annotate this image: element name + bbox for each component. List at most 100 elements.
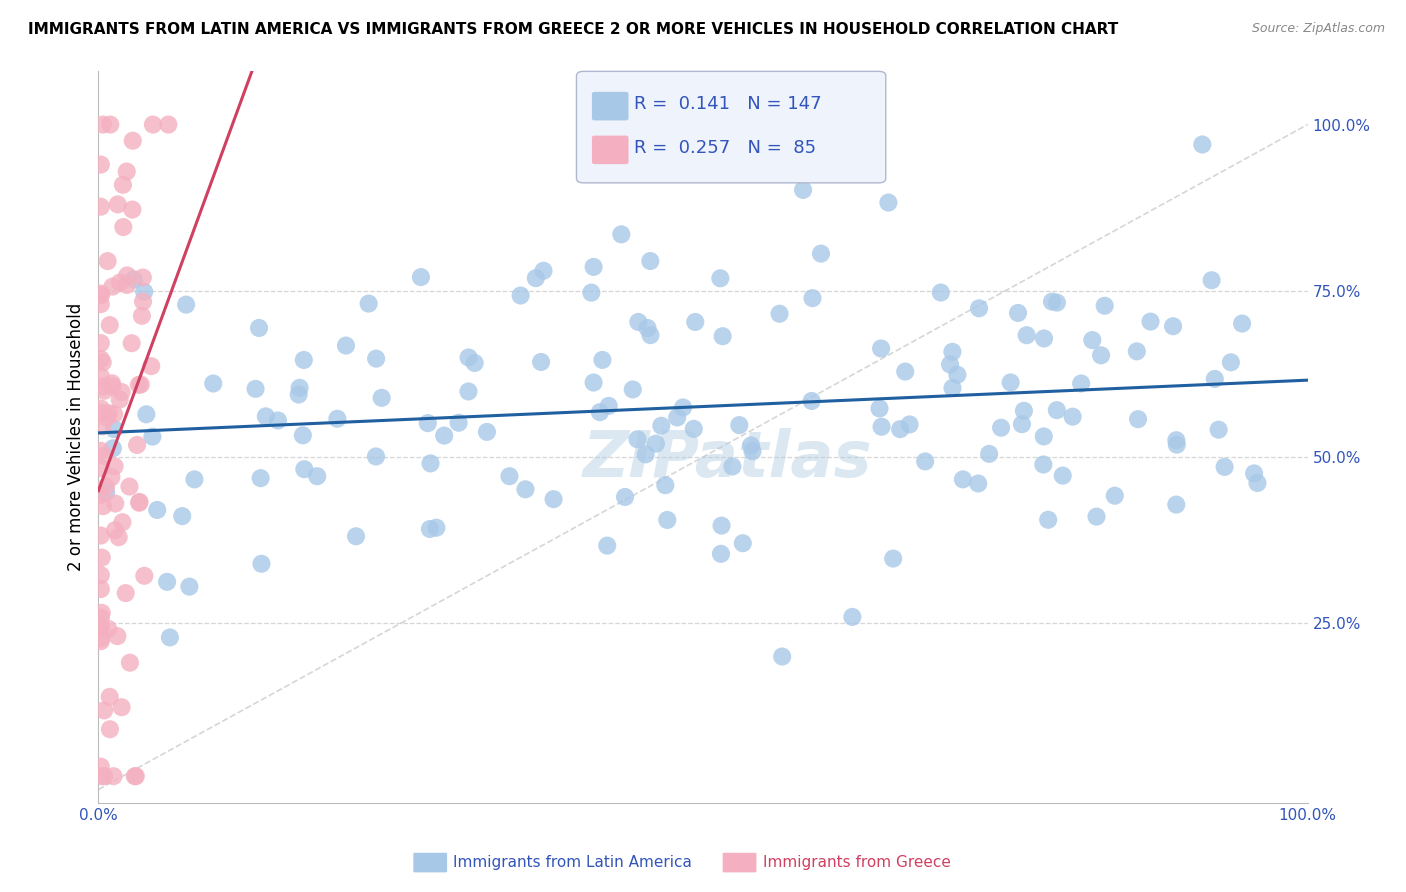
Point	[91, 499, 114, 513]
Point	[447, 416, 470, 430]
Point	[645, 436, 668, 450]
Point	[112, 220, 135, 235]
Point	[740, 438, 762, 452]
Point	[475, 425, 498, 439]
Point	[1166, 498, 1188, 512]
Point	[589, 405, 612, 419]
Point	[90, 606, 112, 620]
Point	[91, 419, 114, 434]
Point	[870, 342, 893, 356]
Point	[768, 307, 790, 321]
Point	[1230, 317, 1253, 331]
Point	[292, 353, 315, 368]
Point	[111, 178, 134, 192]
Point	[156, 574, 179, 589]
Point	[1032, 458, 1054, 472]
Point	[90, 288, 112, 302]
Point	[344, 529, 367, 543]
Point	[249, 471, 271, 485]
Point	[90, 461, 112, 475]
Point	[929, 285, 952, 300]
Point	[1070, 376, 1092, 391]
Point	[409, 270, 432, 285]
Point	[105, 629, 128, 643]
Point	[128, 377, 150, 392]
Point	[464, 356, 486, 370]
Point	[291, 428, 314, 442]
Point	[419, 522, 441, 536]
Point	[135, 407, 157, 421]
Point	[614, 490, 637, 504]
Point	[457, 384, 479, 399]
Point	[90, 634, 112, 648]
Point	[914, 454, 936, 468]
Point	[366, 351, 388, 366]
Point	[967, 301, 990, 316]
Point	[1090, 348, 1112, 362]
Point	[1033, 331, 1056, 345]
Point	[941, 344, 963, 359]
Point	[877, 195, 900, 210]
Point	[582, 260, 605, 274]
Point	[515, 483, 537, 497]
Point	[710, 518, 733, 533]
Point	[159, 631, 181, 645]
Point	[1081, 333, 1104, 347]
Point	[509, 288, 531, 302]
Point	[132, 270, 155, 285]
Point	[108, 276, 131, 290]
Point	[596, 539, 619, 553]
Point	[1191, 137, 1213, 152]
Point	[125, 438, 148, 452]
Point	[1246, 475, 1268, 490]
Point	[543, 492, 565, 507]
Point	[103, 769, 125, 783]
Point	[101, 442, 124, 456]
Point	[610, 227, 633, 242]
Point	[91, 118, 114, 132]
Point	[107, 197, 129, 211]
Point	[254, 409, 277, 424]
Point	[128, 495, 150, 509]
Point	[90, 297, 112, 311]
Point	[741, 444, 763, 458]
Point	[307, 469, 329, 483]
Point	[524, 271, 547, 285]
Point	[103, 407, 125, 421]
Point	[640, 254, 662, 268]
Point	[267, 413, 290, 427]
Point	[97, 622, 120, 636]
Point	[90, 610, 112, 624]
Point	[939, 358, 962, 372]
Point	[640, 328, 662, 343]
Point	[591, 352, 613, 367]
Point	[326, 411, 349, 425]
Point	[498, 469, 520, 483]
Point	[1126, 344, 1149, 359]
Point	[364, 450, 387, 464]
Point	[90, 406, 112, 420]
Point	[1052, 468, 1074, 483]
Point	[657, 513, 679, 527]
Point	[91, 355, 114, 369]
Point	[103, 459, 125, 474]
Point	[946, 368, 969, 382]
Point	[104, 497, 127, 511]
Point	[90, 369, 112, 384]
Point	[637, 321, 659, 335]
Point	[357, 296, 380, 310]
Point	[1038, 513, 1060, 527]
Point	[90, 157, 112, 171]
Point	[124, 769, 146, 783]
Point	[131, 309, 153, 323]
Point	[183, 472, 205, 486]
Text: R =  0.257   N =  85: R = 0.257 N = 85	[634, 139, 817, 157]
Point	[598, 399, 620, 413]
Point	[115, 268, 138, 283]
Point	[93, 384, 115, 398]
Point	[91, 769, 114, 783]
Point	[122, 272, 145, 286]
Point	[134, 569, 156, 583]
Point	[97, 254, 120, 268]
Point	[731, 536, 754, 550]
